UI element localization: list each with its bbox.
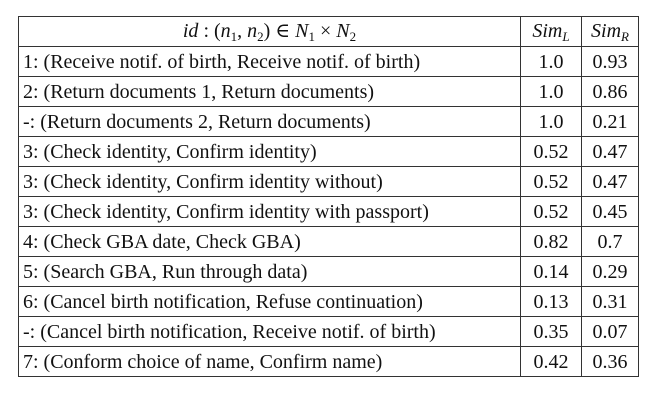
row-sim-r-cell: 0.7 <box>581 226 639 257</box>
table-body: 1: (Receive notif. of birth, Receive not… <box>18 46 639 377</box>
header-sim-r: SimR <box>581 16 639 47</box>
header-pair-N2-subscript: 2 <box>349 28 357 44</box>
row-sim-l-cell: 0.14 <box>520 256 582 287</box>
row-sim-l-cell: 1.0 <box>520 46 582 77</box>
row-pair-cell: 3: (Check identity, Confirm identity wit… <box>18 166 521 197</box>
row-pair-cell: 4: (Check GBA date, Check GBA) <box>18 226 521 257</box>
row-pair-cell: 3: (Check identity, Confirm identity) <box>18 136 521 167</box>
table-row: 6: (Cancel birth notification, Refuse co… <box>18 286 639 317</box>
header-sim-r-subscript: R <box>621 28 629 44</box>
row-pair-cell: 7: (Conform choice of name, Confirm name… <box>18 346 521 377</box>
table-row: -: (Cancel birth notification, Receive n… <box>18 316 639 347</box>
similarity-table: id : (n1, n2) ∈ N1 × N2 SimL SimR 1: (Re… <box>18 16 639 377</box>
header-pair-element-of: ∈ <box>270 19 296 42</box>
row-pair-cell: -: (Return documents 2, Return documents… <box>18 106 521 137</box>
header-pair-open-paren: ( <box>214 19 221 42</box>
row-sim-r-cell: 0.29 <box>581 256 639 287</box>
similarity-table-container: id : (n1, n2) ∈ N1 × N2 SimL SimR 1: (Re… <box>18 16 639 377</box>
header-pair: id : (n1, n2) ∈ N1 × N2 <box>18 16 521 47</box>
header-sim-l-label: Sim <box>532 19 563 42</box>
row-sim-l-cell: 0.13 <box>520 286 582 317</box>
header-sim-r-label: Sim <box>591 19 622 42</box>
row-pair-cell: 5: (Search GBA, Run through data) <box>18 256 521 287</box>
row-sim-l-cell: 1.0 <box>520 76 582 107</box>
header-pair-n1: n <box>220 19 231 42</box>
header-pair-close-paren: ) <box>263 19 271 42</box>
row-sim-r-cell: 0.07 <box>581 316 639 347</box>
row-sim-r-cell: 0.21 <box>581 106 639 137</box>
row-sim-r-cell: 0.47 <box>581 136 639 167</box>
row-sim-r-cell: 0.47 <box>581 166 639 197</box>
row-sim-l-cell: 0.52 <box>520 136 582 167</box>
row-pair-cell: -: (Cancel birth notification, Receive n… <box>18 316 521 347</box>
header-pair-comma: , <box>237 19 248 42</box>
header-sim-l-subscript: L <box>562 28 570 44</box>
row-sim-r-cell: 0.86 <box>581 76 639 107</box>
row-sim-l-cell: 0.82 <box>520 226 582 257</box>
header-row: id : (n1, n2) ∈ N1 × N2 SimL SimR <box>18 16 639 47</box>
header-pair-n2: n <box>247 19 258 42</box>
row-sim-r-cell: 0.45 <box>581 196 639 227</box>
header-pair-id: id <box>182 19 199 42</box>
row-sim-l-cell: 0.35 <box>520 316 582 347</box>
row-sim-l-cell: 0.52 <box>520 196 582 227</box>
header-pair-n1-subscript: 1 <box>230 28 238 44</box>
table-row: 5: (Search GBA, Run through data) 0.14 0… <box>18 256 639 287</box>
table-row: -: (Return documents 2, Return documents… <box>18 106 639 137</box>
row-pair-cell: 1: (Receive notif. of birth, Receive not… <box>18 46 521 77</box>
row-pair-cell: 6: (Cancel birth notification, Refuse co… <box>18 286 521 317</box>
row-sim-r-cell: 0.31 <box>581 286 639 317</box>
header-pair-colon: : <box>198 19 214 42</box>
header-pair-N1-subscript: 1 <box>308 28 316 44</box>
table-row: 4: (Check GBA date, Check GBA) 0.82 0.7 <box>18 226 639 257</box>
row-sim-r-cell: 0.36 <box>581 346 639 377</box>
row-sim-l-cell: 0.52 <box>520 166 582 197</box>
table-row: 1: (Receive notif. of birth, Receive not… <box>18 46 639 77</box>
row-pair-cell: 3: (Check identity, Confirm identity wit… <box>18 196 521 227</box>
table-row: 3: (Check identity, Confirm identity wit… <box>18 196 639 227</box>
header-pair-N2: N <box>336 19 350 42</box>
table-row: 7: (Conform choice of name, Confirm name… <box>18 346 639 377</box>
table-header: id : (n1, n2) ∈ N1 × N2 SimL SimR <box>18 16 639 47</box>
row-sim-l-cell: 1.0 <box>520 106 582 137</box>
header-pair-times: × <box>315 19 337 42</box>
row-pair-cell: 2: (Return documents 1, Return documents… <box>18 76 521 107</box>
table-row: 3: (Check identity, Confirm identity wit… <box>18 166 639 197</box>
row-sim-l-cell: 0.42 <box>520 346 582 377</box>
header-pair-n2-subscript: 2 <box>257 28 264 44</box>
table-row: 3: (Check identity, Confirm identity) 0.… <box>18 136 639 167</box>
table-row: 2: (Return documents 1, Return documents… <box>18 76 639 107</box>
row-sim-r-cell: 0.93 <box>581 46 639 77</box>
header-pair-N1: N <box>295 19 309 42</box>
header-sim-l: SimL <box>520 16 582 47</box>
